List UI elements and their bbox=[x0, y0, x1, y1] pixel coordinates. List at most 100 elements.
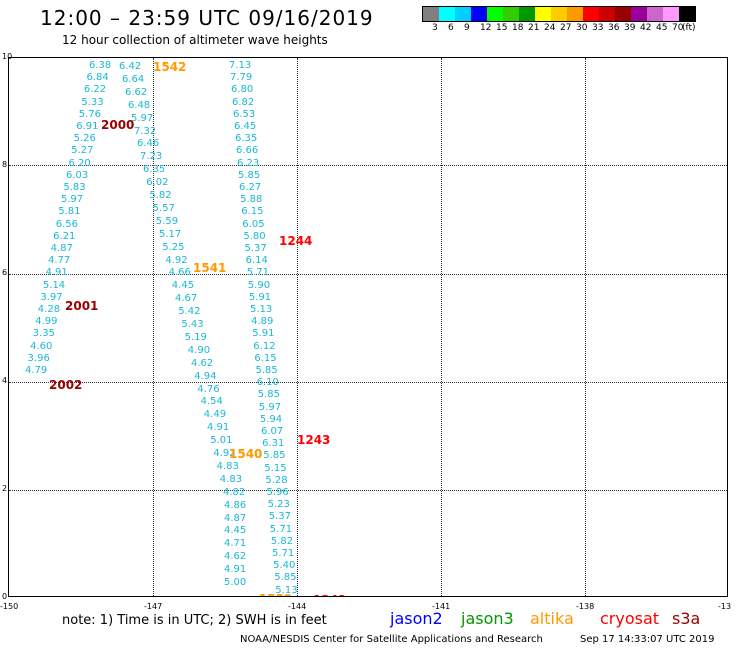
grid-line-vertical bbox=[297, 58, 298, 596]
wave-height-value: 5.76 bbox=[78, 108, 102, 120]
legend-label: 70 bbox=[672, 23, 684, 33]
wave-height-value: 4.83 bbox=[219, 473, 243, 485]
wave-height-value: 5.71 bbox=[269, 523, 293, 535]
wave-height-value: 4.86 bbox=[224, 499, 247, 511]
wave-height-value: 7.23 bbox=[140, 151, 163, 163]
wave-height-value: 6.35 bbox=[143, 164, 166, 176]
legend-swatch bbox=[519, 7, 535, 21]
wave-height-value: 5.82 bbox=[149, 190, 172, 201]
wave-height-value: 5.90 bbox=[247, 279, 271, 291]
legend-swatch bbox=[615, 7, 631, 21]
wave-height-value: 6.45 bbox=[234, 121, 257, 132]
satellite-legend-jason2: jason2 bbox=[390, 609, 443, 628]
legend-label: 9 bbox=[464, 23, 470, 33]
wave-height-value: 5.97 bbox=[258, 401, 282, 413]
wave-height-value: 5.85 bbox=[263, 450, 286, 462]
legend-label: 6 bbox=[448, 23, 454, 33]
grid-line-horizontal bbox=[9, 382, 727, 383]
wave-height-value: 5.37 bbox=[244, 243, 267, 254]
wave-height-value: 6.38 bbox=[89, 60, 112, 71]
wave-height-value: 6.21 bbox=[53, 230, 76, 242]
wave-height-value: 5.88 bbox=[240, 194, 263, 206]
wave-height-value: 4.87 bbox=[224, 512, 247, 524]
wave-height-value: 5.80 bbox=[243, 230, 266, 242]
wave-height-value: 5.97 bbox=[131, 112, 154, 124]
wave-height-value: 6.20 bbox=[68, 157, 91, 169]
satellite-legend-altika: altika bbox=[530, 609, 574, 628]
note-text: note: 1) Time is in UTC; 2) SWH is in fe… bbox=[62, 613, 327, 628]
grid-line-horizontal bbox=[9, 165, 727, 166]
pass-time-label: 1541 bbox=[193, 261, 227, 275]
wave-height-value: 5.82 bbox=[270, 535, 294, 547]
legend-swatch bbox=[439, 7, 455, 21]
x-tick-label: -144 bbox=[288, 602, 307, 611]
y-tick-label: 6 bbox=[2, 268, 8, 277]
wave-height-value: 5.83 bbox=[63, 182, 86, 193]
wave-height-value: 5.14 bbox=[42, 279, 66, 291]
wave-height-value: 5.91 bbox=[252, 328, 275, 340]
map-area: 6.38 6.84 6.22 5.33 5.76 6.91 5.26 5.27 6.20 6.03… bbox=[8, 57, 728, 597]
wave-height-value: 6.27 bbox=[239, 182, 262, 193]
wave-height-value: 4.77 bbox=[48, 255, 71, 267]
y-tick-label: 10 bbox=[2, 52, 13, 61]
wave-height-value: 5.01 bbox=[210, 435, 233, 447]
wave-height-value: 4.83 bbox=[216, 460, 239, 472]
wave-height-value: 5.23 bbox=[267, 499, 290, 511]
wave-height-value: 5.85 bbox=[238, 169, 261, 181]
wave-height-value: 7.13 bbox=[229, 60, 252, 71]
wave-height-value: 5.97 bbox=[60, 194, 84, 206]
wave-height-value: 7.32 bbox=[134, 125, 157, 137]
wave-height-value: 5.13 bbox=[250, 304, 273, 315]
wave-height-value: 4.89 bbox=[251, 316, 274, 328]
wave-height-value: 6.91 bbox=[76, 121, 99, 132]
legend-label: 39 bbox=[624, 23, 636, 33]
y-tick-label: 0 bbox=[2, 592, 8, 601]
wave-height-value: 6.53 bbox=[233, 108, 256, 120]
wave-height-value: 6.03 bbox=[65, 169, 89, 181]
wave-height-value: 4.28 bbox=[37, 304, 61, 315]
wave-height-value: 4.66 bbox=[168, 267, 191, 279]
wave-height-value: 5.00 bbox=[224, 577, 247, 588]
wave-height-value: 5.59 bbox=[155, 215, 179, 227]
wave-height-value: 4.76 bbox=[197, 383, 220, 395]
wave-height-value: 4.49 bbox=[203, 409, 227, 421]
grid-line-vertical bbox=[153, 58, 154, 596]
pass-time-label: 2001 bbox=[65, 299, 99, 313]
y-tick-label: 2 bbox=[2, 484, 8, 493]
color-legend bbox=[422, 6, 696, 22]
legend-label: 42 bbox=[640, 23, 652, 33]
pass-time-label: 1542 bbox=[153, 60, 187, 74]
generated-timestamp: Sep 17 14:33:07 UTC 2019 bbox=[580, 634, 715, 645]
wave-height-value: 4.90 bbox=[187, 344, 211, 356]
wave-height-value: 6.46 bbox=[137, 138, 160, 150]
wave-height-value: 4.92 bbox=[165, 254, 188, 266]
satellite-legend-jason3: jason3 bbox=[461, 609, 514, 628]
legend-swatch bbox=[535, 7, 551, 21]
x-tick-label: -13 bbox=[718, 602, 732, 611]
wave-height-value: 5.27 bbox=[71, 145, 94, 157]
legend-label: 30 bbox=[576, 23, 588, 33]
satellite-legend-s3a: s3a bbox=[672, 609, 701, 628]
legend-swatch bbox=[631, 7, 647, 21]
wave-height-value: 5.42 bbox=[178, 306, 201, 318]
wave-height-value: 6.35 bbox=[235, 133, 258, 145]
wave-height-value: 6.62 bbox=[125, 86, 148, 98]
satellite-legend-cryosat: cryosat bbox=[600, 609, 660, 628]
wave-height-value: 5.13 bbox=[275, 584, 298, 596]
wave-height-value: 5.85 bbox=[255, 365, 278, 376]
wave-height-value: 5.25 bbox=[162, 241, 185, 253]
wave-height-value: 6.42 bbox=[119, 61, 142, 72]
pass-time-label: 1540 bbox=[229, 447, 263, 461]
wave-height-value: 5.71 bbox=[272, 548, 295, 559]
legend-swatch bbox=[647, 7, 663, 21]
wave-height-value: 6.56 bbox=[55, 218, 78, 230]
legend-swatch bbox=[599, 7, 615, 21]
x-tick-label: -138 bbox=[576, 602, 595, 611]
wave-height-value: 5.37 bbox=[268, 511, 291, 523]
legend-swatch bbox=[423, 7, 439, 21]
wave-height-value: 6.14 bbox=[245, 255, 268, 267]
wave-height-value: 7.79 bbox=[230, 72, 253, 84]
wave-height-value: 4.62 bbox=[191, 357, 214, 369]
